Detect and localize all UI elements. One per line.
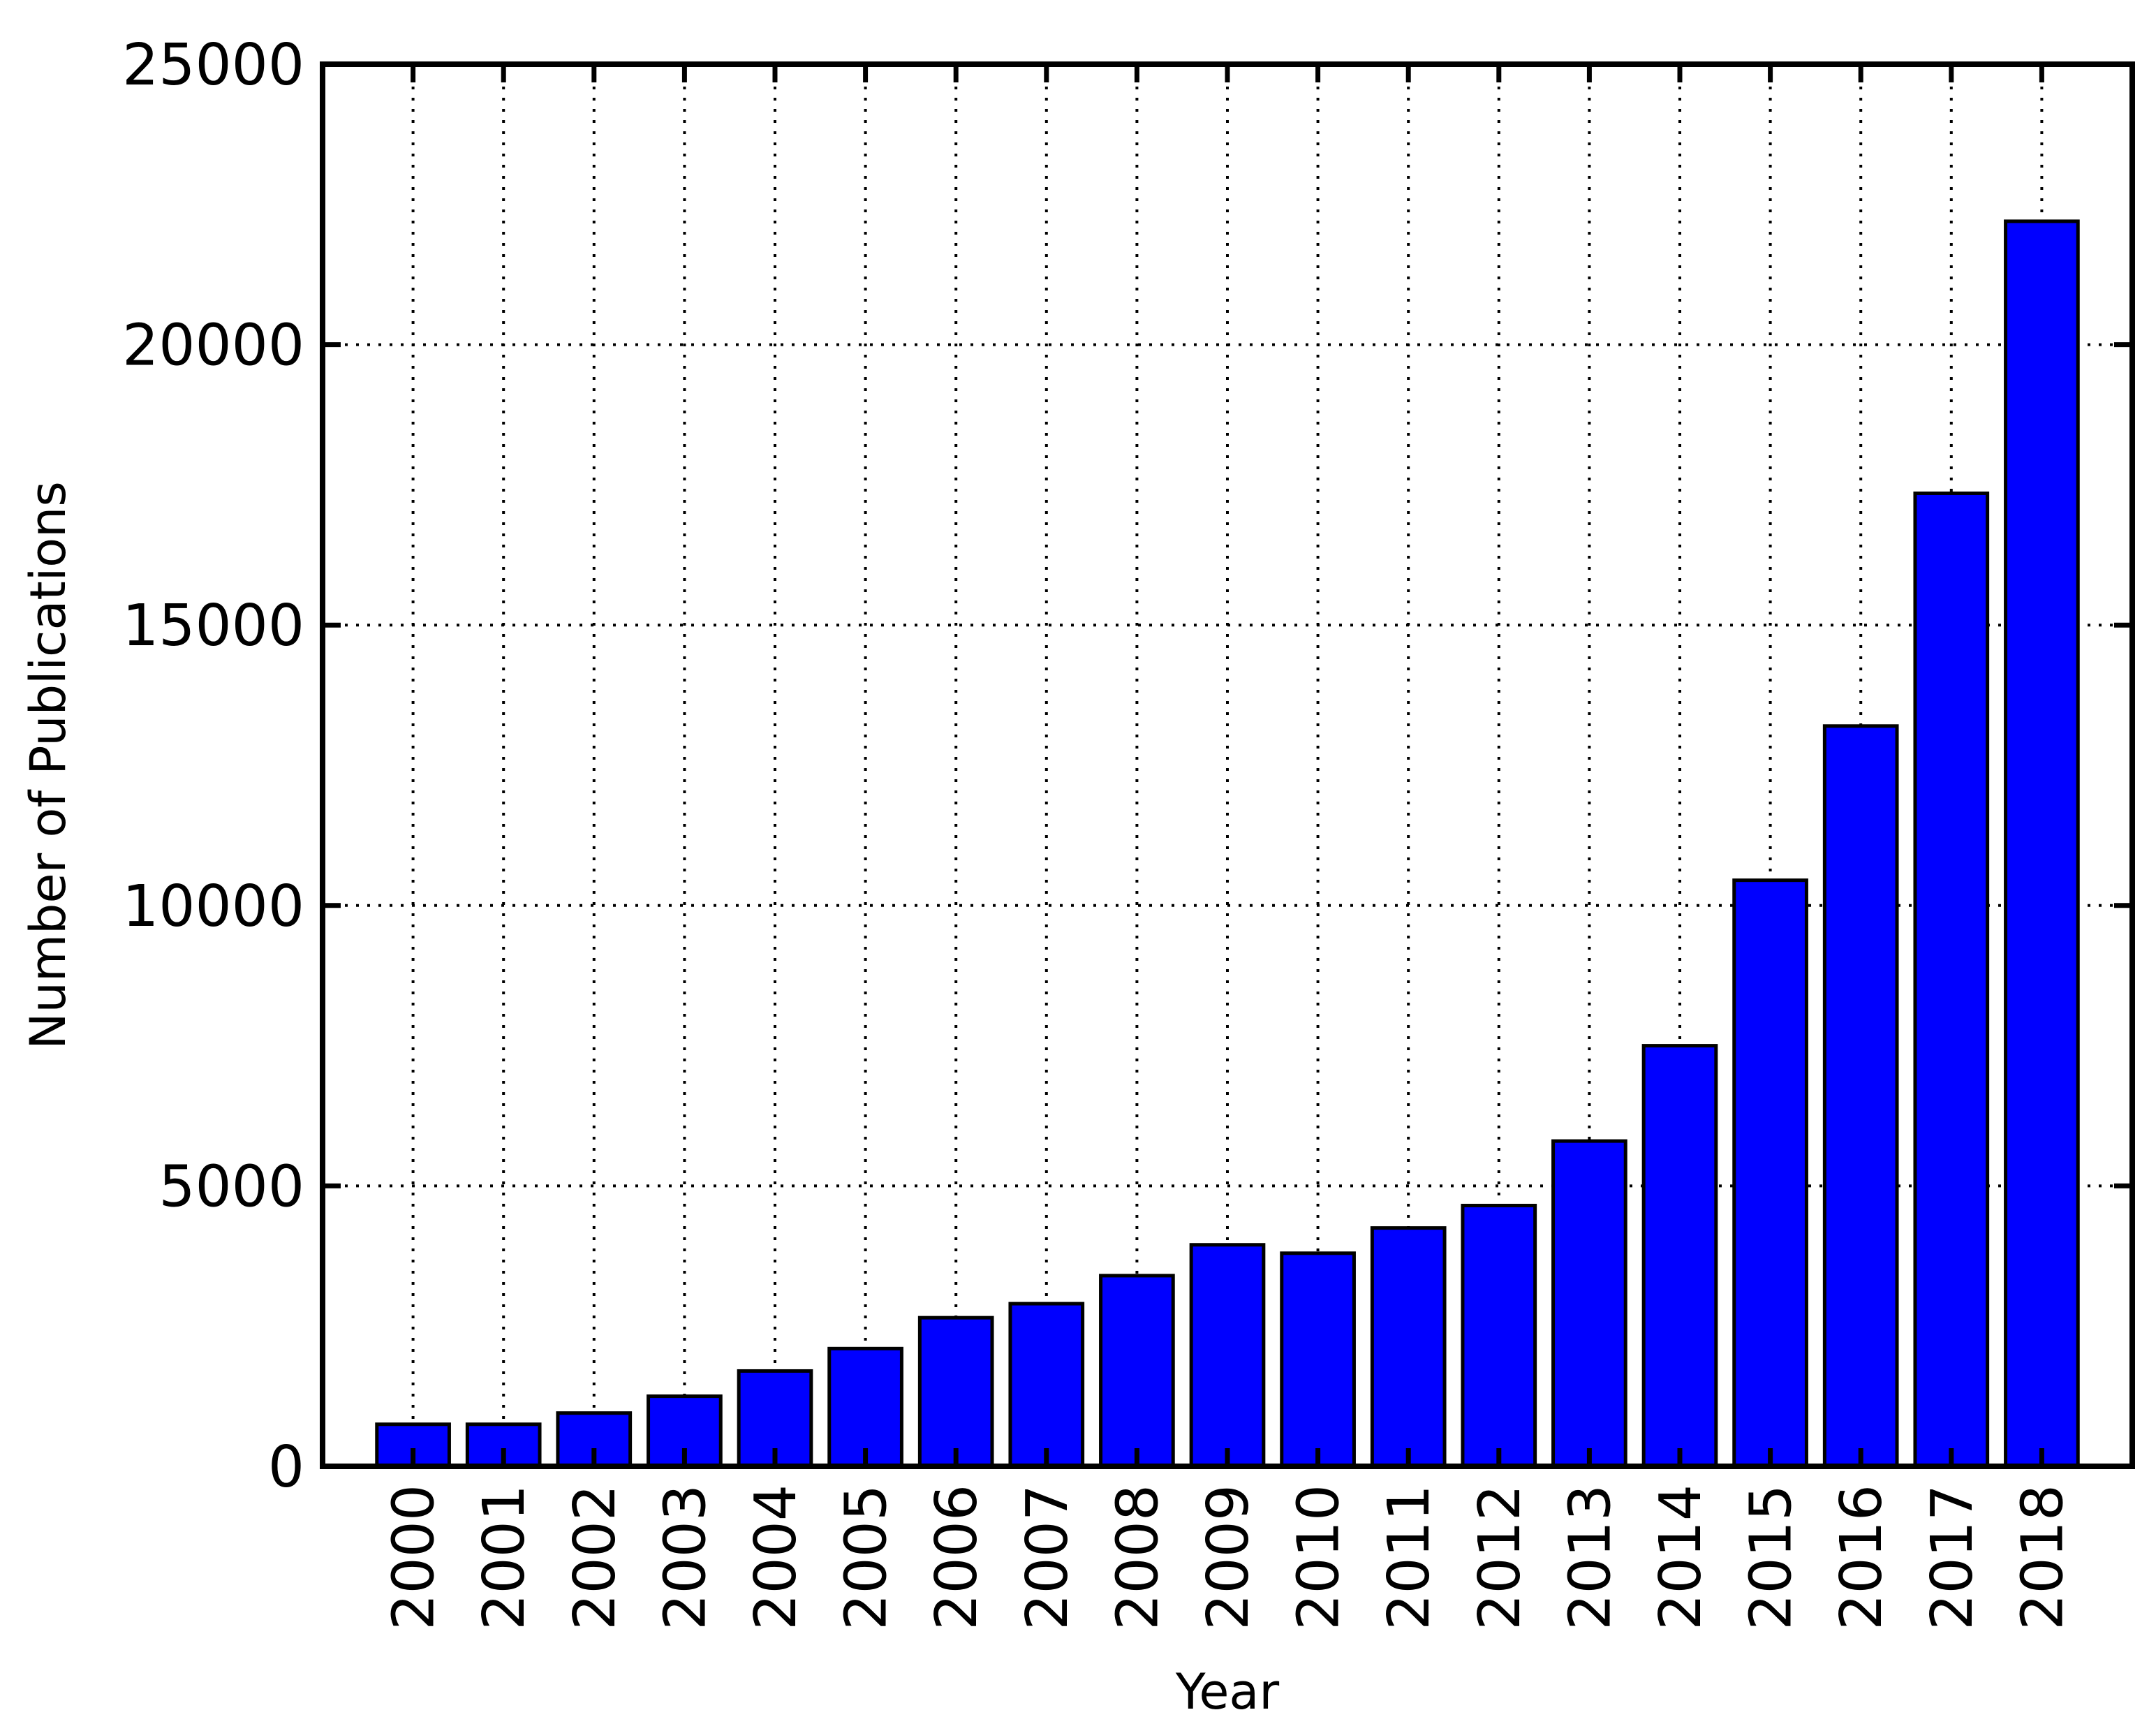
x-tick-label: 2006 — [924, 1484, 990, 1630]
bar-2012 — [1461, 1204, 1537, 1468]
x-tick-label: 2005 — [834, 1484, 900, 1630]
bar-2006 — [917, 1316, 994, 1468]
bar-2007 — [1008, 1302, 1085, 1468]
x-tick-label: 2001 — [471, 1484, 538, 1630]
x-tick-labels: 2000 2001 2002 2003 2004 2005 2006 2007 2008 2009… — [381, 1484, 2076, 1630]
x-tick-label: 2018 — [2009, 1484, 2076, 1630]
y-axis-label: Number of Publications — [20, 481, 77, 1049]
bar-2005 — [827, 1346, 903, 1468]
bar-2018 — [2004, 219, 2080, 1468]
x-tick-label: 2013 — [1557, 1484, 1623, 1630]
y-tick-label: 5000 — [158, 1154, 304, 1220]
x-tick-label: 2009 — [1195, 1484, 1262, 1630]
x-tick-label: 2007 — [1014, 1484, 1081, 1630]
bar-2016 — [1822, 724, 1899, 1468]
y-tick-labels: 0 5000 10000 15000 20000 25000 — [122, 32, 304, 1501]
x-tick-label: 2014 — [1648, 1484, 1714, 1630]
x-tick-label: 2002 — [562, 1484, 628, 1630]
x-tick-label: 2008 — [1105, 1484, 1171, 1630]
y-tick-label: 15000 — [122, 593, 304, 659]
y-tick-label: 0 — [268, 1434, 304, 1501]
y-tick-label: 20000 — [122, 313, 304, 379]
bar-2014 — [1641, 1044, 1718, 1468]
bar-2011 — [1370, 1226, 1447, 1468]
x-tick-label: 2015 — [1738, 1484, 1805, 1630]
x-tick-label: 2017 — [1919, 1484, 1986, 1630]
bar-2015 — [1732, 878, 1808, 1468]
x-tick-label: 2016 — [1829, 1484, 1895, 1630]
x-tick-label: 2011 — [1376, 1484, 1442, 1630]
x-tick-label: 2004 — [743, 1484, 809, 1630]
bar-2017 — [1913, 491, 1990, 1468]
x-axis-label: Year — [1175, 1663, 1279, 1717]
x-tick-label: 2000 — [381, 1484, 448, 1630]
x-tick-label: 2012 — [1467, 1484, 1533, 1630]
plot-frame — [320, 61, 2135, 1469]
x-tick-label: 2003 — [652, 1484, 718, 1630]
bar-2009 — [1189, 1243, 1266, 1468]
x-tick-label: 2010 — [1286, 1484, 1352, 1630]
y-tick-label: 10000 — [122, 874, 304, 940]
bar-2008 — [1099, 1274, 1175, 1468]
bar-2010 — [1280, 1251, 1356, 1468]
y-tick-label: 25000 — [122, 32, 304, 98]
bar-2013 — [1551, 1139, 1627, 1468]
bars-layer — [375, 219, 2080, 1468]
